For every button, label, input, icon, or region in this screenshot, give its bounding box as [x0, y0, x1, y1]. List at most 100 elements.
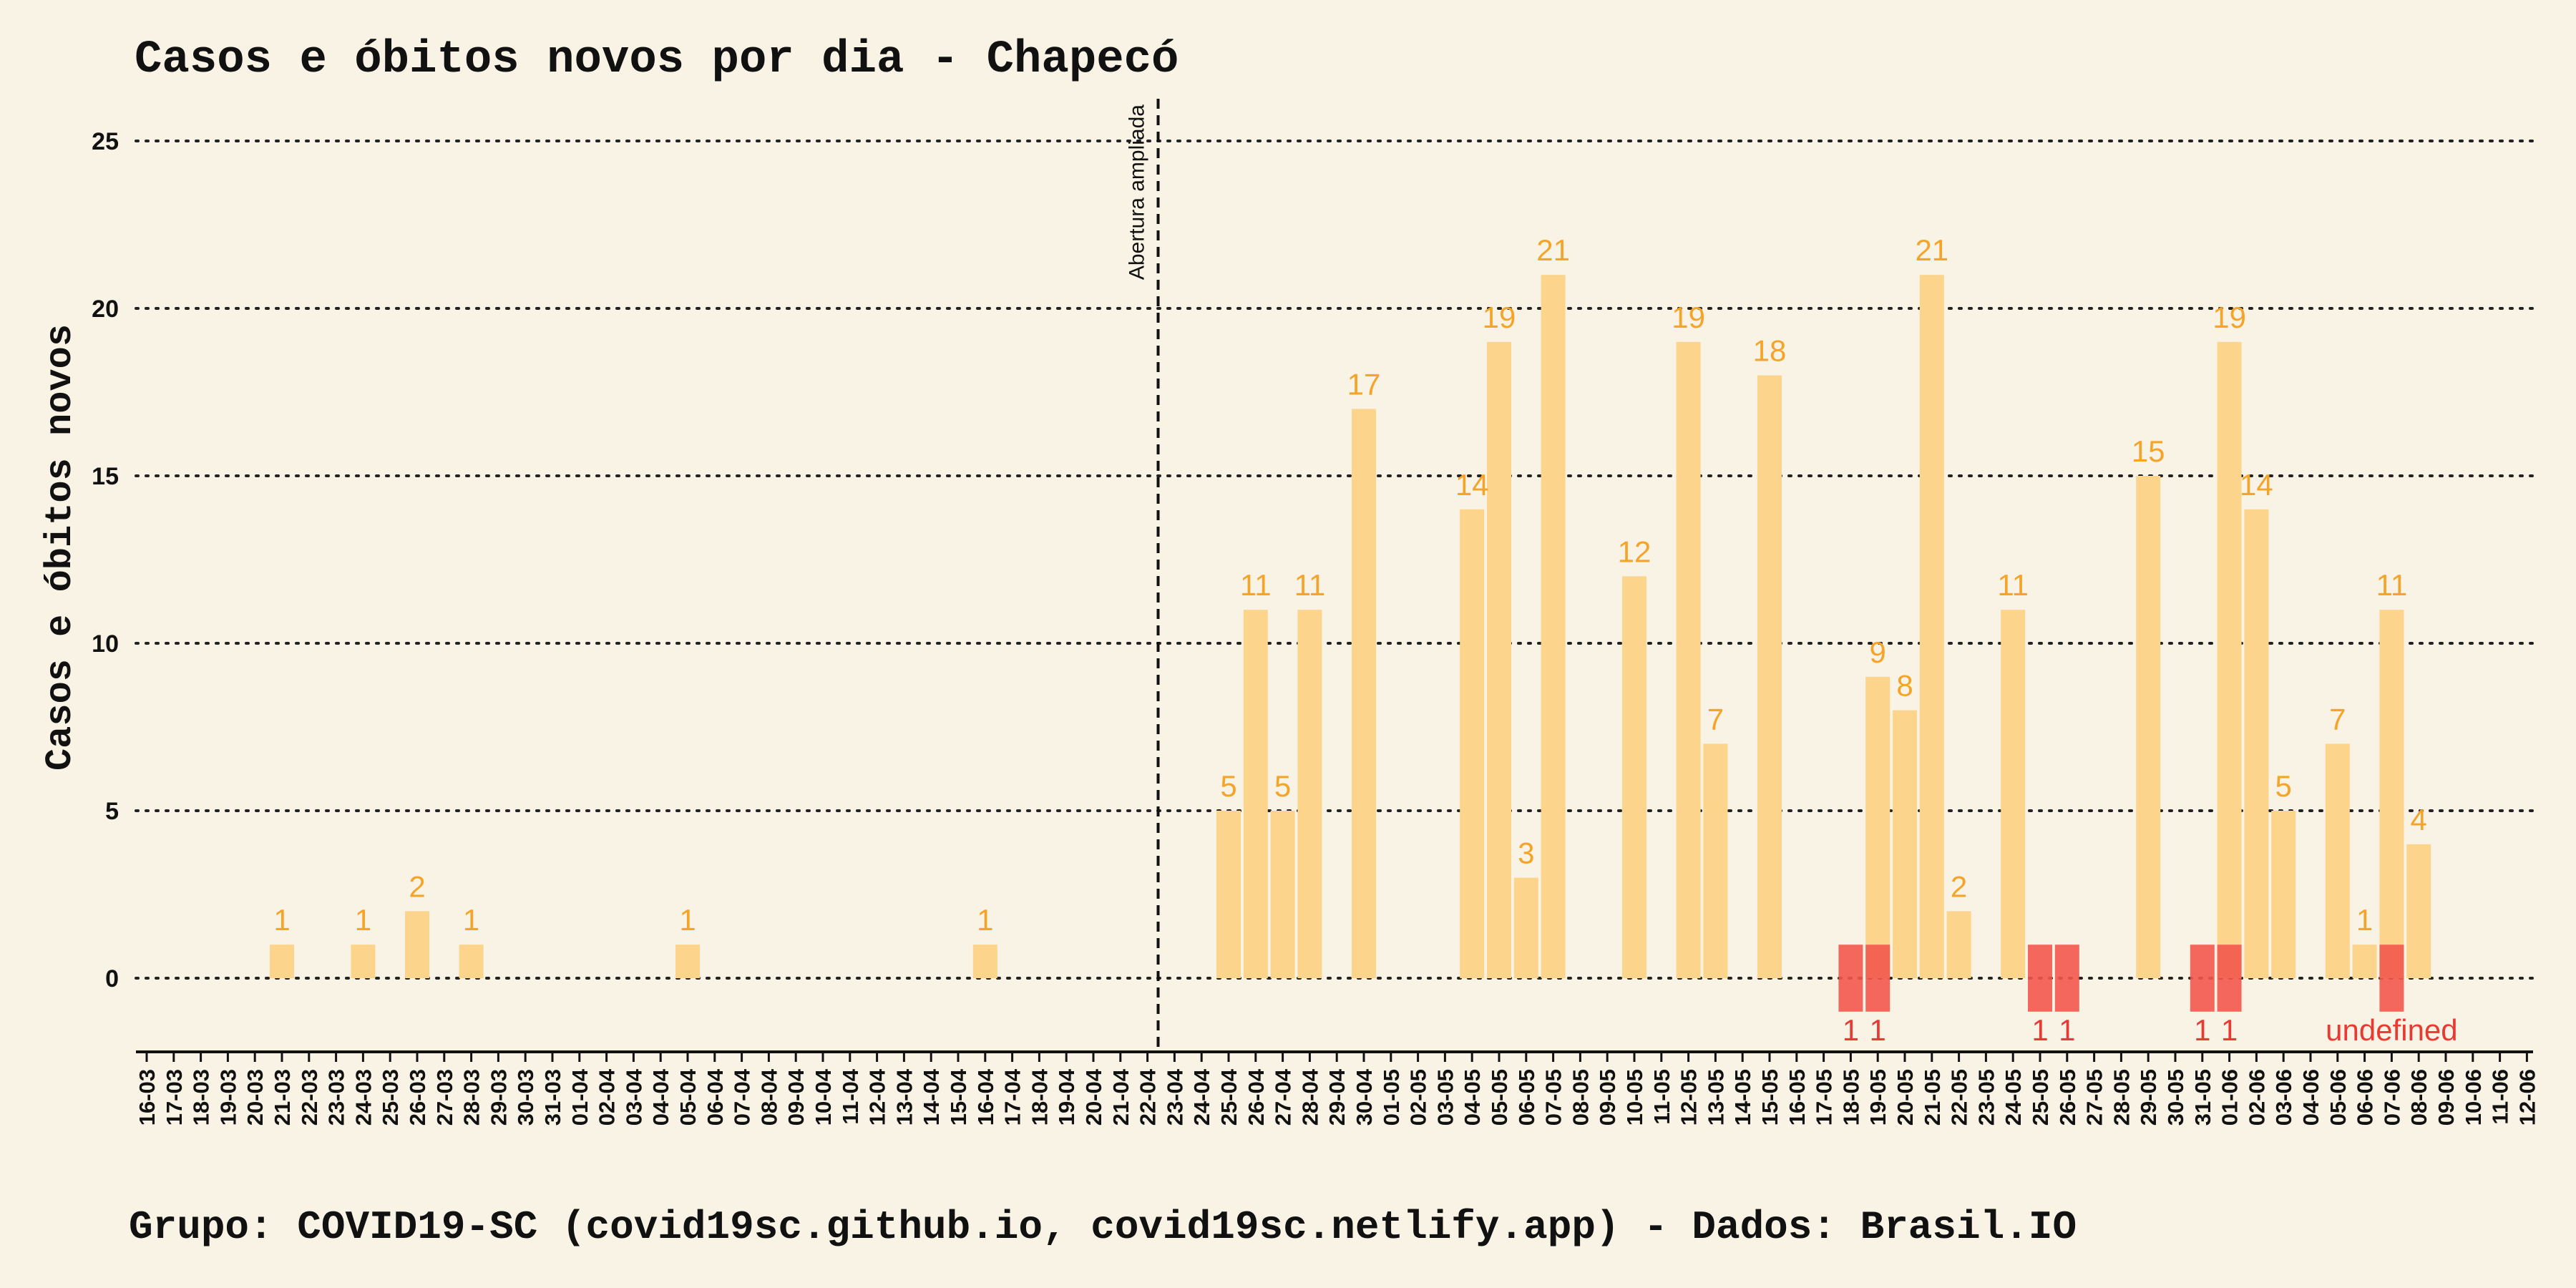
y-tick-label: 5: [105, 798, 119, 825]
case-value-label: 7: [2329, 702, 2346, 736]
x-tick-label: 27-03: [432, 1069, 457, 1126]
x-tick-label: 16-04: [973, 1068, 998, 1126]
x-tick-label: 30-05: [2163, 1069, 2188, 1126]
x-tick-label: 29-03: [486, 1069, 511, 1126]
x-tick-label: 26-05: [2055, 1069, 2080, 1126]
case-bar: [2217, 341, 2242, 978]
x-tick-label: 05-06: [2326, 1069, 2351, 1126]
x-tick-label: 09-04: [784, 1068, 809, 1126]
case-value-label: 7: [1707, 702, 1724, 736]
death-value-label: undefined: [2326, 1013, 2458, 1047]
x-tick-label: 19-03: [215, 1069, 240, 1126]
x-tick-label: 03-06: [2271, 1069, 2296, 1126]
x-tick-label: 16-03: [135, 1069, 160, 1126]
x-tick-label: 21-05: [1920, 1069, 1945, 1126]
x-tick-label: 13-05: [1703, 1069, 1728, 1126]
annotation-label: Abertura ampliada: [1126, 104, 1149, 280]
x-tick-label: 23-04: [1162, 1068, 1187, 1126]
x-tick-label: 06-05: [1514, 1069, 1539, 1126]
case-value-label: 3: [1518, 836, 1534, 870]
case-value-label: 1: [2356, 903, 2373, 937]
case-value-label: 8: [1896, 669, 1913, 703]
case-bar: [405, 911, 429, 978]
x-tick-label: 21-04: [1108, 1068, 1133, 1126]
death-bar-down: [2028, 978, 2052, 1012]
x-tick-label: 20-03: [243, 1069, 268, 1126]
x-tick-label: 18-03: [189, 1069, 214, 1126]
case-value-label: 1: [679, 903, 696, 937]
x-tick-label: 17-04: [1000, 1068, 1025, 1126]
case-value-label: 12: [1618, 535, 1652, 568]
case-bar: [2244, 509, 2269, 978]
case-value-label: 14: [1455, 468, 1489, 502]
x-tick-label: 04-05: [1460, 1069, 1485, 1126]
case-bar: [1216, 811, 1241, 978]
x-tick-label: 09-06: [2434, 1069, 2459, 1126]
x-tick-label: 15-05: [1757, 1069, 1782, 1126]
y-tick-label: 10: [92, 630, 119, 658]
case-bar: [459, 945, 484, 978]
x-tick-label: 18-04: [1027, 1068, 1052, 1126]
case-value-label: 5: [1220, 769, 1236, 803]
x-tick-label: 14-05: [1730, 1069, 1755, 1126]
x-tick-label: 21-03: [270, 1069, 295, 1126]
death-bar-down: [2379, 978, 2404, 1012]
x-tick-label: 10-05: [1622, 1069, 1647, 1126]
x-tick-label: 28-04: [1297, 1068, 1322, 1126]
x-tick-label: 09-05: [1595, 1069, 1620, 1126]
case-bar: [1297, 610, 1322, 978]
case-value-label: 1: [273, 903, 290, 937]
case-bar: [2271, 811, 2296, 978]
case-value-label: 18: [1753, 334, 1787, 368]
x-tick-label: 12-05: [1677, 1069, 1702, 1126]
x-tick-label: 05-05: [1487, 1069, 1512, 1126]
death-bar-up: [2028, 945, 2052, 978]
x-tick-label: 16-05: [1785, 1069, 1810, 1126]
case-value-label: 11: [1240, 568, 1272, 602]
case-bar: [2379, 610, 2404, 978]
case-bar: [1243, 610, 1268, 978]
x-tick-label: 17-05: [1812, 1069, 1837, 1126]
x-tick-label: 24-04: [1189, 1068, 1214, 1126]
death-bar-up: [2217, 945, 2242, 978]
case-value-label: 17: [1347, 367, 1381, 401]
case-bar: [2325, 743, 2350, 978]
x-tick-label: 08-04: [756, 1068, 781, 1126]
case-bar: [270, 945, 294, 978]
x-tick-label: 30-04: [1352, 1068, 1377, 1126]
case-value-label: 2: [409, 869, 425, 903]
x-tick-label: 14-04: [919, 1068, 944, 1126]
case-bar: [1460, 509, 1485, 978]
death-value-label: 1: [1870, 1013, 1886, 1047]
case-value-label: 21: [1915, 233, 1948, 267]
x-tick-label: 24-05: [2001, 1069, 2026, 1126]
death-bar-down: [1838, 978, 1863, 1012]
x-tick-label: 29-05: [2136, 1069, 2161, 1126]
case-value-label: 21: [1536, 233, 1570, 267]
case-bar: [1703, 743, 1728, 978]
y-tick-label: 20: [92, 296, 119, 323]
case-bar: [1487, 341, 1511, 978]
x-tick-label: 26-04: [1244, 1068, 1269, 1126]
case-bar: [1352, 409, 1376, 978]
case-value-label: 4: [2411, 803, 2427, 836]
death-bar-down: [1865, 978, 1890, 1012]
x-tick-label: 30-03: [513, 1069, 538, 1126]
case-bar: [351, 945, 376, 978]
x-tick-label: 18-05: [1838, 1069, 1863, 1126]
y-tick-label: 15: [92, 463, 119, 490]
x-tick-label: 22-04: [1136, 1068, 1161, 1126]
death-bar-down: [2190, 978, 2215, 1012]
death-bar-up: [1838, 945, 1863, 978]
case-value-label: 9: [1870, 635, 1886, 669]
death-value-label: 1: [2059, 1013, 2075, 1047]
death-bar-up: [2054, 945, 2079, 978]
x-tick-label: 24-03: [351, 1069, 376, 1126]
x-tick-label: 17-03: [162, 1069, 187, 1126]
x-tick-label: 25-03: [378, 1069, 403, 1126]
case-value-label: 1: [355, 903, 371, 937]
death-bar-up: [2190, 945, 2215, 978]
case-value-label: 1: [463, 903, 479, 937]
x-tick-label: 07-05: [1541, 1069, 1566, 1126]
x-tick-label: 03-05: [1433, 1069, 1458, 1126]
